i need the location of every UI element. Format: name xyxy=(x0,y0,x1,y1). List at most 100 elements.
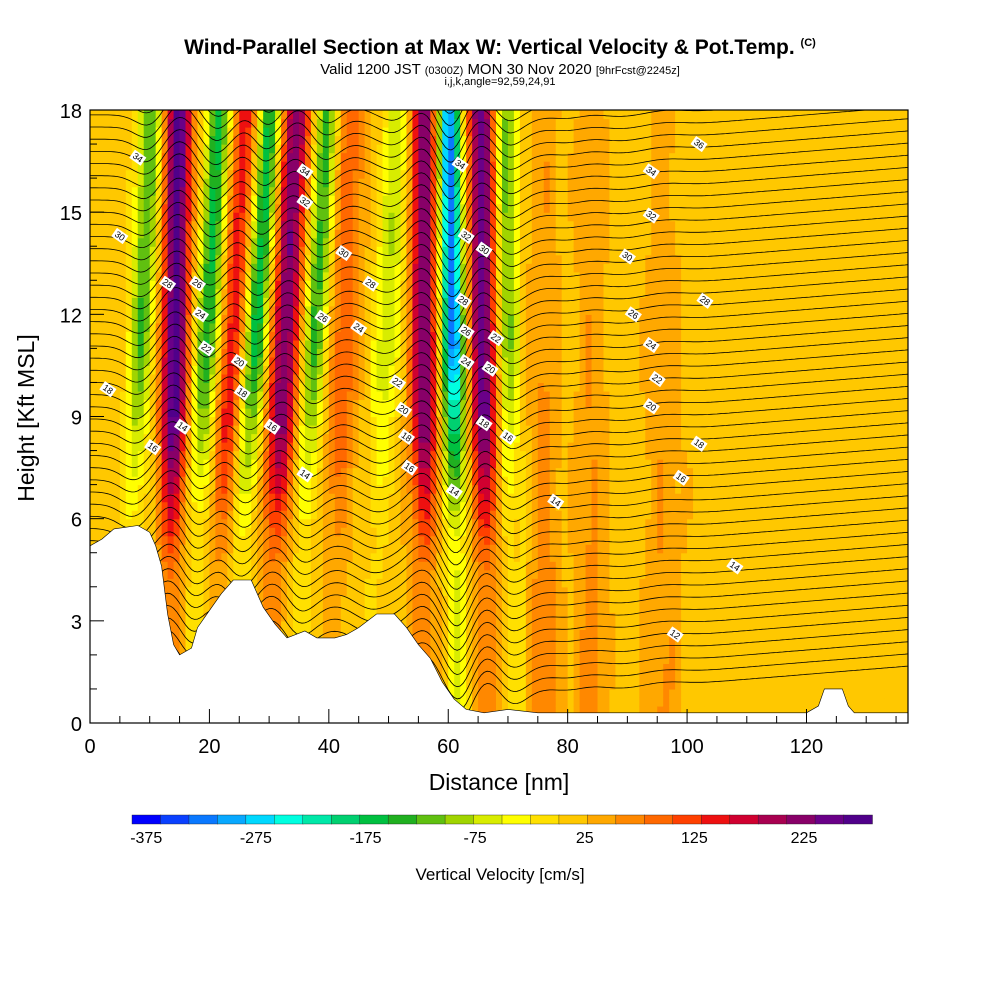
velocity-cell xyxy=(215,144,222,154)
velocity-cell xyxy=(298,510,306,520)
velocity-cell xyxy=(370,390,378,401)
velocity-cell xyxy=(107,271,115,281)
velocity-cell xyxy=(388,144,396,154)
velocity-cell xyxy=(221,476,228,486)
velocity-cell xyxy=(257,390,264,401)
velocity-cell xyxy=(221,518,228,528)
velocity-cell xyxy=(185,373,193,384)
velocity-cell xyxy=(340,297,348,307)
velocity-cell xyxy=(466,271,473,281)
velocity-cell xyxy=(287,459,294,469)
velocity-cell xyxy=(95,484,103,494)
velocity-cell xyxy=(269,314,276,324)
velocity-cell xyxy=(400,169,408,179)
velocity-cell xyxy=(257,305,264,315)
velocity-cell xyxy=(394,501,402,511)
velocity-cell xyxy=(209,501,216,511)
velocity-cell xyxy=(215,246,222,256)
velocity-cell xyxy=(340,314,348,324)
velocity-cell xyxy=(472,271,479,281)
velocity-cell xyxy=(424,595,431,605)
velocity-cell xyxy=(90,246,97,256)
velocity-cell xyxy=(316,586,324,596)
velocity-cell xyxy=(298,620,306,630)
velocity-cell xyxy=(466,459,473,469)
velocity-cell xyxy=(293,297,300,307)
velocity-cell xyxy=(358,416,366,426)
velocity-cell xyxy=(448,680,455,690)
velocity-cell xyxy=(340,518,348,528)
velocity-cell xyxy=(358,518,366,528)
velocity-cell xyxy=(269,322,276,332)
velocity-cell xyxy=(269,569,276,579)
velocity-cell xyxy=(90,407,97,418)
velocity-cell xyxy=(400,144,408,154)
velocity-cell xyxy=(298,152,306,162)
velocity-cell xyxy=(334,271,342,281)
velocity-cell xyxy=(95,493,103,503)
velocity-cell xyxy=(233,425,240,435)
velocity-cell xyxy=(143,365,151,375)
velocity-cell xyxy=(209,229,216,239)
velocity-cell xyxy=(269,254,276,264)
velocity-cell xyxy=(412,280,419,290)
velocity-cell xyxy=(233,484,240,494)
velocity-cell xyxy=(287,527,294,537)
velocity-cell xyxy=(257,467,264,477)
velocity-cell xyxy=(191,169,199,179)
velocity-cell xyxy=(394,433,402,443)
velocity-cell xyxy=(376,467,384,477)
velocity-cell xyxy=(227,314,234,324)
velocity-cell xyxy=(394,339,402,349)
velocity-cell xyxy=(424,578,431,588)
velocity-cell xyxy=(90,152,97,162)
velocity-cell xyxy=(304,425,312,435)
velocity-cell xyxy=(191,118,199,128)
velocity-cell xyxy=(322,373,330,384)
velocity-cell xyxy=(257,373,264,384)
velocity-cell xyxy=(209,305,216,315)
velocity-cell xyxy=(113,178,121,188)
velocity-cell xyxy=(275,297,282,307)
velocity-cell xyxy=(239,535,246,545)
velocity-cell xyxy=(155,407,163,418)
velocity-cell xyxy=(197,518,205,528)
velocity-cell xyxy=(155,203,163,213)
velocity-cell xyxy=(257,561,264,571)
velocity-cell xyxy=(119,314,127,324)
velocity-cell xyxy=(281,569,288,579)
velocity-cell xyxy=(370,569,378,579)
velocity-cell xyxy=(316,246,324,256)
velocity-cell xyxy=(281,459,288,469)
velocity-cell xyxy=(281,382,288,392)
velocity-cell xyxy=(227,178,234,188)
velocity-cell xyxy=(131,161,139,171)
velocity-cell xyxy=(352,331,360,341)
velocity-cell xyxy=(346,254,354,264)
velocity-cell xyxy=(340,552,348,562)
velocity-cell xyxy=(215,237,222,247)
velocity-cell xyxy=(454,552,461,562)
velocity-cell xyxy=(251,552,258,562)
velocity-cell xyxy=(215,110,222,120)
velocity-cell xyxy=(442,552,449,562)
velocity-cell xyxy=(484,705,491,716)
velocity-cell xyxy=(149,161,157,171)
velocity-cell xyxy=(388,595,396,605)
velocity-cell xyxy=(316,331,324,341)
velocity-cell xyxy=(95,356,103,367)
velocity-cell xyxy=(484,314,491,324)
velocity-cell xyxy=(382,510,390,520)
velocity-cell xyxy=(304,331,312,341)
velocity-cell xyxy=(191,365,199,375)
velocity-cell xyxy=(263,407,270,418)
velocity-cell xyxy=(119,169,127,179)
velocity-cell xyxy=(227,237,234,247)
velocity-cell xyxy=(293,493,300,503)
velocity-cell xyxy=(442,271,449,281)
velocity-cell xyxy=(293,348,300,358)
velocity-cell xyxy=(197,450,205,460)
velocity-cell xyxy=(304,229,312,239)
velocity-cell xyxy=(119,178,127,188)
